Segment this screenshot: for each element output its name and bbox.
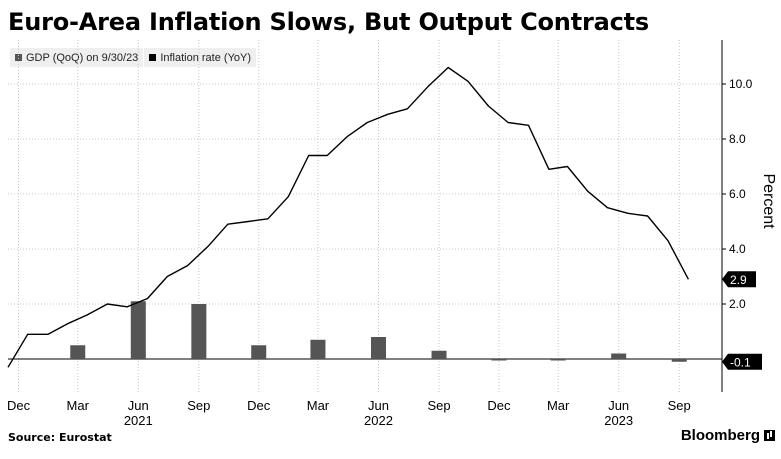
x-year-label: 2023 — [604, 413, 633, 428]
end-value-badge — [722, 353, 762, 370]
bloomberg-mark-icon — [764, 430, 775, 441]
y-tick-label: 10.0 — [729, 77, 753, 91]
gdp-bar — [671, 359, 687, 362]
x-tick-label: Mar — [547, 398, 570, 413]
x-year-label: 2021 — [124, 413, 153, 428]
legend-gdp-label: GDP (QoQ) on 9/30/23 — [26, 51, 139, 64]
x-tick-label: Jun — [368, 398, 389, 413]
end-value-badge — [722, 271, 756, 288]
y-tick-label: 4.0 — [729, 242, 746, 256]
x-tick-label: Sep — [668, 398, 691, 413]
bloomberg-logo: Bloomberg — [681, 427, 775, 444]
y-tick-label: 2.0 — [729, 297, 746, 311]
x-tick-label: Mar — [67, 398, 90, 413]
x-tick-label: Mar — [307, 398, 330, 413]
gdp-bar — [70, 345, 86, 359]
end-value-label: 2.9 — [730, 273, 747, 287]
gdp-bar — [611, 353, 627, 359]
inflation-line — [7, 66, 690, 368]
gdp-bar — [370, 337, 386, 359]
end-value-label: -0.1 — [730, 355, 751, 369]
gdp-bar — [491, 359, 507, 361]
y-tick-label: 6.0 — [729, 187, 746, 201]
legend-item-gdp: GDP (QoQ) on 9/30/23 — [10, 48, 143, 67]
gdp-bar — [550, 359, 566, 361]
chart-title: Euro-Area Inflation Slows, But Output Co… — [8, 8, 649, 36]
x-year-label: 2022 — [364, 413, 393, 428]
end-value-callout: -0.1 — [722, 353, 762, 370]
gdp-bar — [431, 350, 447, 359]
gdp-bar — [130, 301, 146, 359]
gdp-bar — [251, 345, 267, 359]
x-tick-label: Dec — [7, 398, 31, 413]
x-tick-label: Jun — [608, 398, 629, 413]
x-tick-label: Sep — [427, 398, 450, 413]
x-tick-label: Dec — [487, 398, 511, 413]
brand-text: Bloomberg — [680, 427, 760, 444]
legend-inflation-label: Inflation rate (YoY) — [160, 51, 252, 64]
y-tick-label: 8.0 — [729, 132, 746, 146]
x-tick-label: Jun — [128, 398, 149, 413]
end-value-callout: 2.9 — [722, 271, 756, 288]
gdp-bar — [310, 339, 326, 359]
source-note: Source: Eurostat — [8, 431, 112, 444]
gdp-swatch-icon — [15, 54, 22, 61]
x-tick-label: Dec — [247, 398, 271, 413]
gdp-bar — [191, 304, 207, 359]
inflation-swatch-icon — [149, 54, 157, 61]
legend-item-inflation: Inflation rate (YoY) — [144, 48, 256, 67]
x-tick-label: Sep — [187, 398, 210, 413]
legend: GDP (QoQ) on 9/30/23 Inflation rate (YoY… — [10, 48, 257, 67]
y-axis-title: Percent — [760, 173, 777, 229]
